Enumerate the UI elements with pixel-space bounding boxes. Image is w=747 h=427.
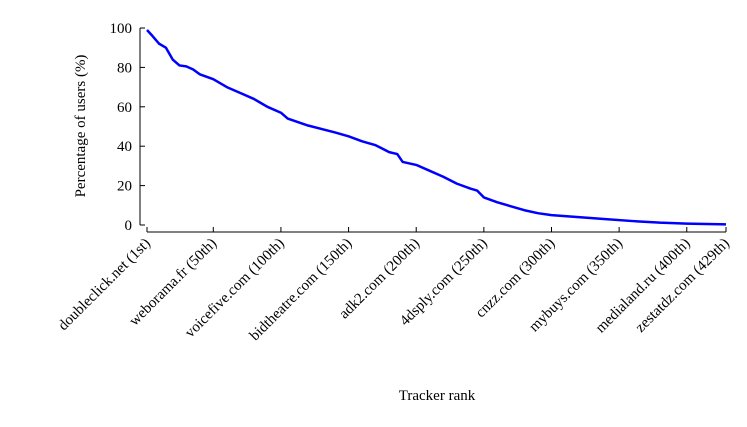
y-tick-label: 60	[117, 100, 132, 116]
x-axis-label: Tracker rank	[399, 388, 476, 404]
y-tick-label: 0	[125, 218, 133, 234]
y-axis-label: Percentage of users (%)	[73, 55, 89, 198]
y-tick-label: 80	[117, 60, 132, 76]
data-line	[146, 29, 727, 226]
y-tick-label: 40	[117, 139, 132, 155]
y-tick-label: 20	[117, 179, 132, 195]
y-tick-label: 100	[110, 21, 133, 37]
